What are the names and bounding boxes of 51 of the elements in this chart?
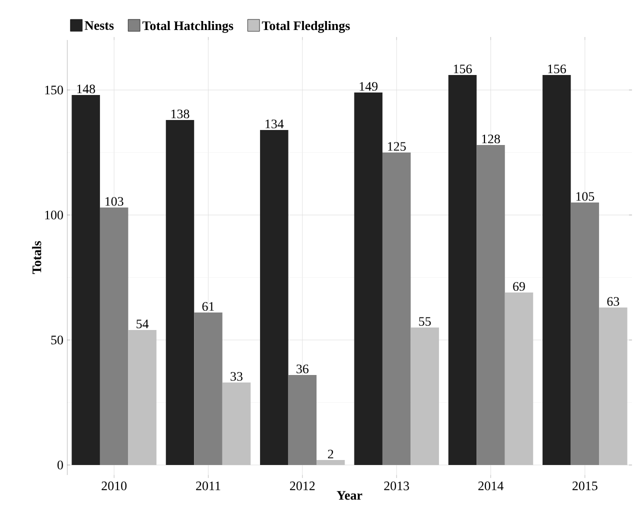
data-label: 138 (171, 110, 190, 118)
data-label: 134 (266, 120, 284, 128)
data-label: 2 (328, 450, 334, 458)
bar (570, 202, 600, 465)
bar (316, 460, 345, 465)
bar (542, 74, 571, 465)
y-axis-title: Totals (32, 241, 42, 274)
bar (166, 120, 194, 465)
data-label: 54 (136, 320, 149, 328)
data-label: 149 (360, 82, 378, 91)
data-label: 148 (77, 84, 96, 94)
bar (260, 130, 288, 465)
bar (382, 152, 411, 465)
bar (72, 94, 100, 465)
bar (222, 382, 251, 465)
data-label: 69 (513, 282, 525, 291)
bar (504, 292, 534, 465)
x-tick-label: 2011 (196, 482, 220, 490)
bar (100, 207, 128, 465)
y-tick-label: 100 (45, 210, 63, 220)
data-label: 36 (296, 364, 309, 374)
data-label: 105 (576, 192, 594, 201)
legend-label: Nests (84, 21, 114, 30)
bar (599, 308, 628, 465)
data-label: 125 (388, 142, 406, 151)
legend-label: Total Fledglings (262, 20, 350, 33)
y-tick-label: 150 (45, 86, 63, 94)
bar (288, 375, 317, 465)
data-label: 63 (607, 297, 620, 306)
x-tick-label: 2013 (384, 482, 410, 490)
data-label: 156 (454, 64, 472, 74)
data-label: 55 (419, 317, 431, 326)
bar (476, 144, 505, 465)
bar (354, 92, 382, 465)
bar (128, 330, 156, 465)
data-label: 61 (202, 302, 214, 311)
x-tick-label: 2010 (102, 482, 127, 490)
x-axis-title: Year (336, 491, 362, 500)
data-label: 103 (106, 197, 124, 206)
x-tick-label: 2015 (572, 482, 598, 490)
bar (194, 312, 222, 465)
x-tick-label: 2014 (478, 482, 504, 490)
data-label: 33 (230, 372, 242, 381)
bar (410, 328, 439, 465)
data-label: 128 (482, 134, 500, 144)
data-label: 156 (548, 64, 566, 74)
y-tick-label: 0 (58, 460, 63, 470)
legend-label: Total Hatchlings (142, 20, 234, 33)
bar (448, 74, 477, 465)
x-tick-label: 2012 (290, 482, 315, 490)
y-tick-label: 50 (51, 336, 63, 344)
